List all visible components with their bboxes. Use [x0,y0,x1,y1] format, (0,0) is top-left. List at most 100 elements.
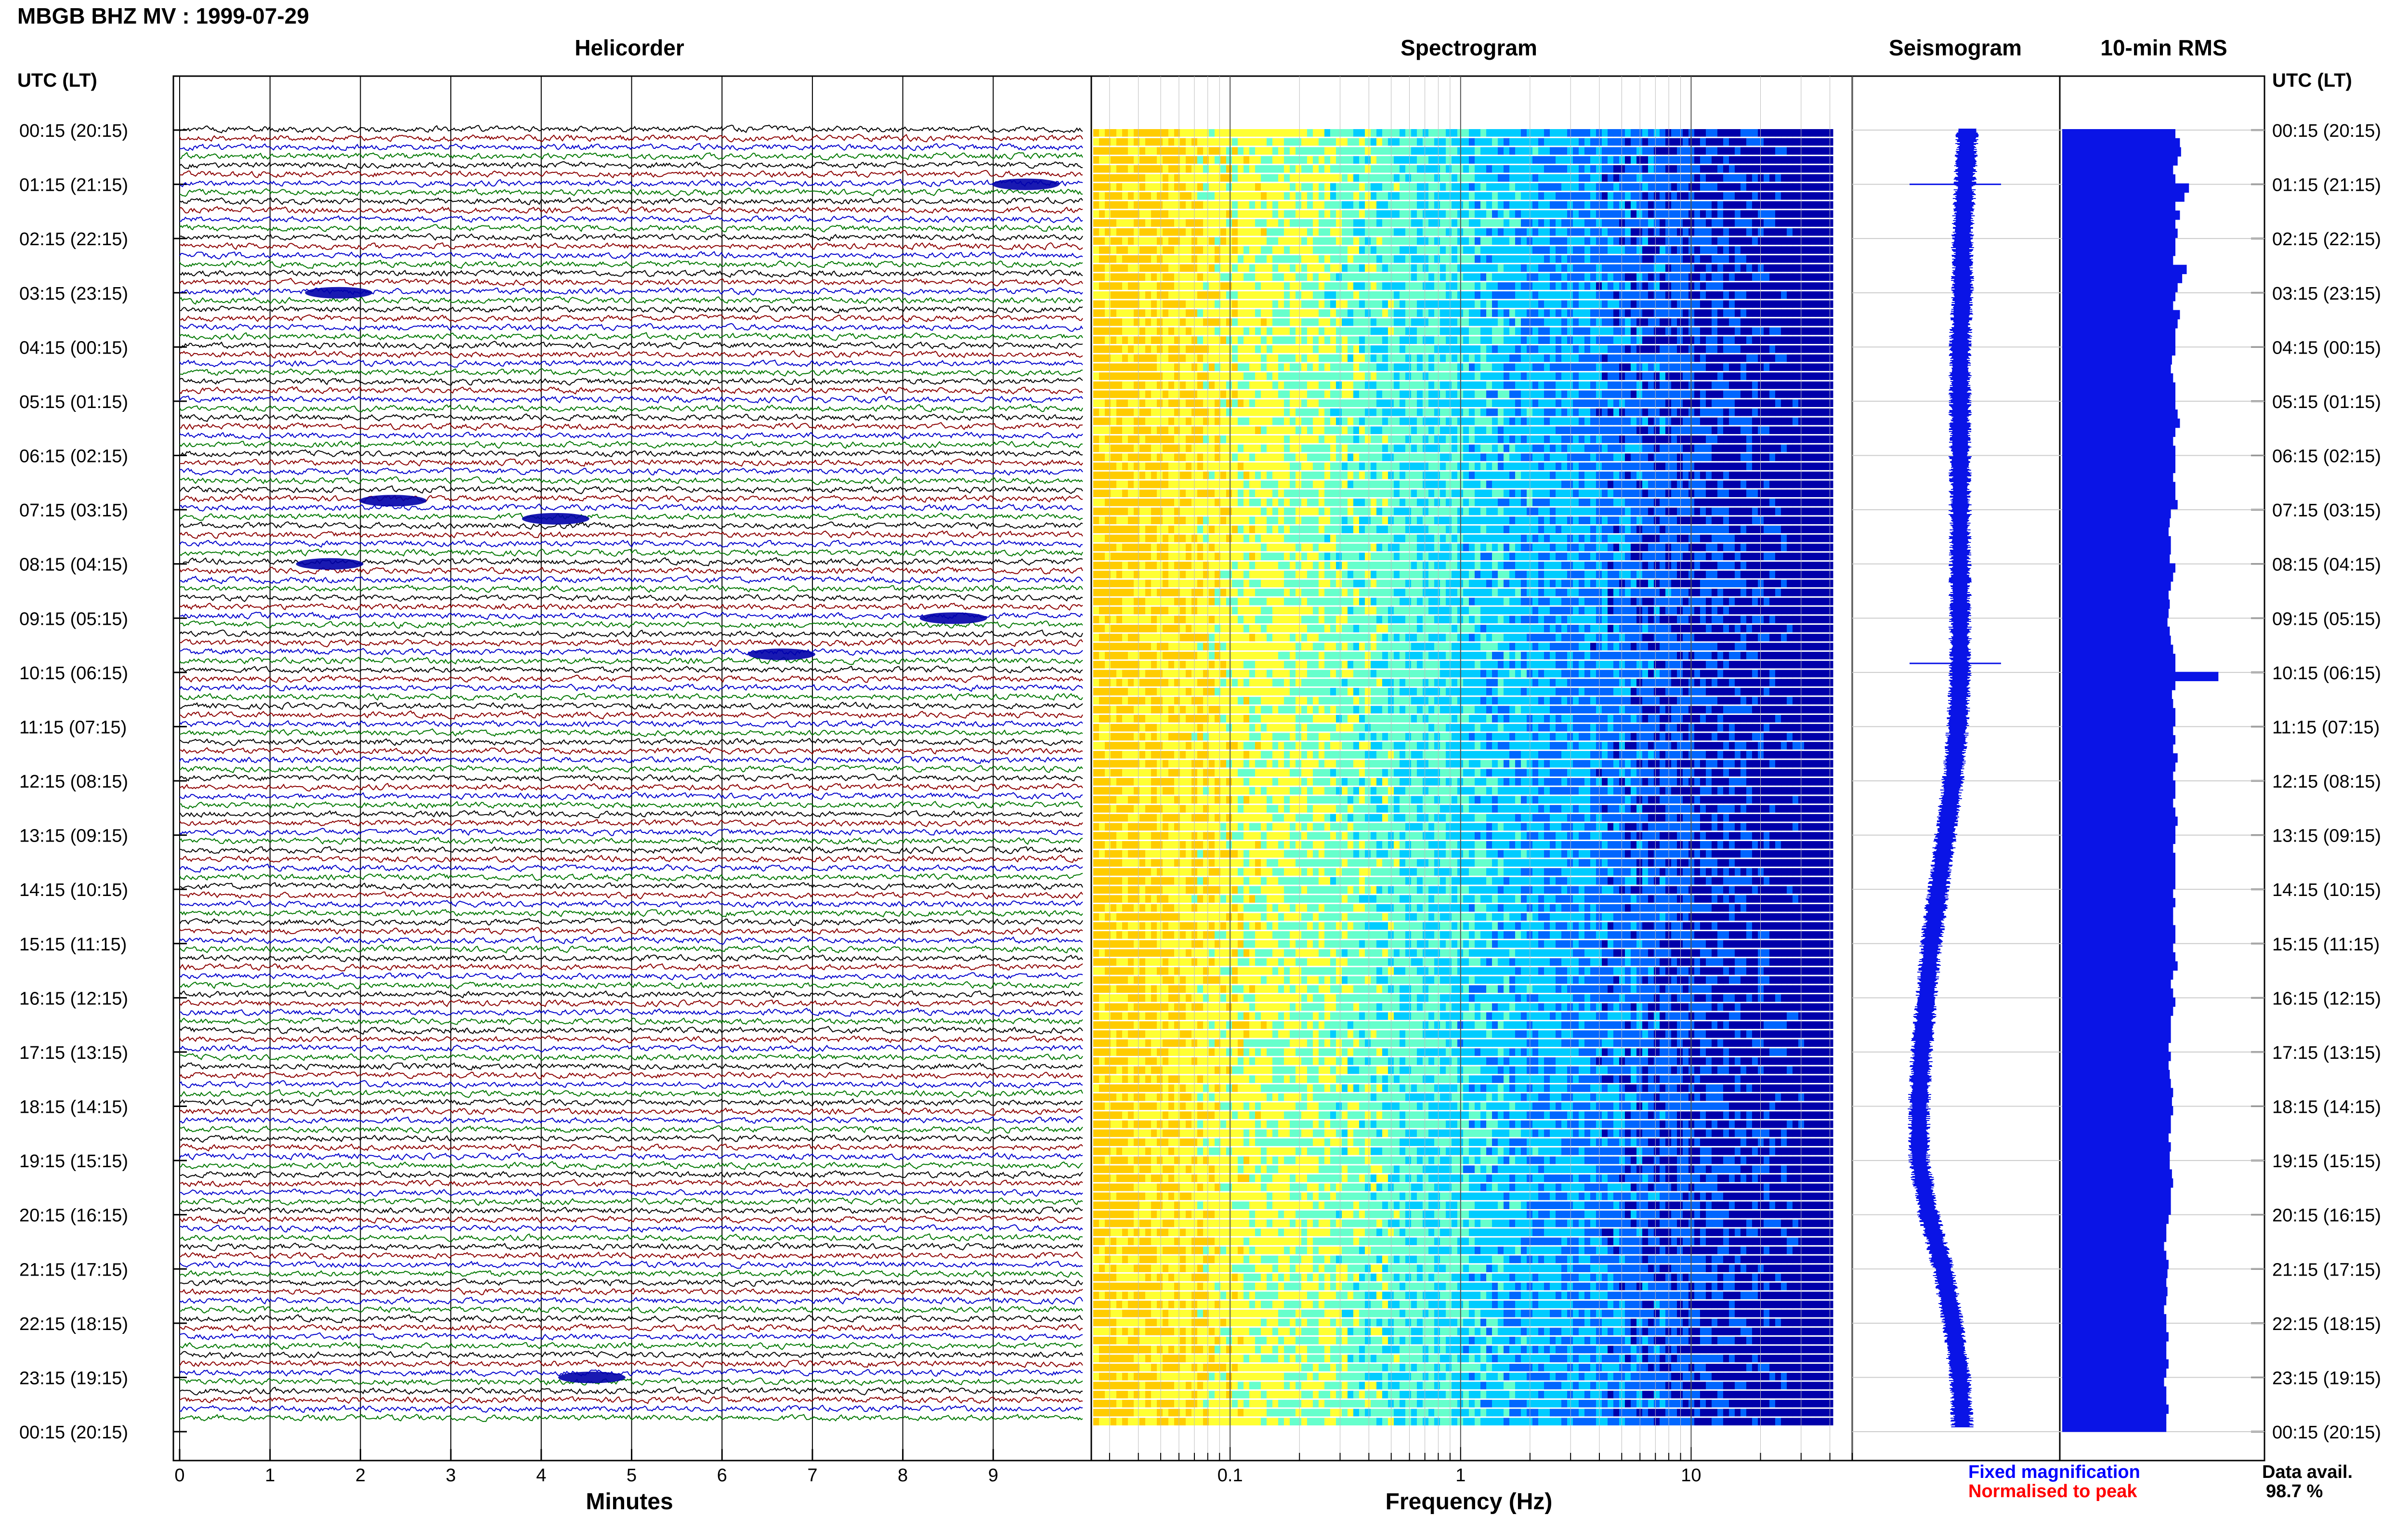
spectrogram-cell [1769,318,1776,326]
spectrogram-cell [1590,210,1597,218]
spectrogram-cell [1636,391,1643,398]
spectrogram-cell [1342,318,1348,326]
spectrogram-cell [1220,282,1227,290]
spectrogram-cell [1567,219,1573,227]
spectrogram-cell [1509,355,1516,362]
spectrogram-cell [1752,318,1758,326]
spectrogram-cell [1411,147,1417,155]
spectrogram-cell [1428,246,1435,254]
spectrogram-cell [1400,129,1406,137]
spectrogram-cell [1509,138,1516,146]
spectrogram-cell [1353,426,1360,434]
spectrogram-cell [1238,183,1244,191]
spectrogram-cell [1527,210,1533,218]
spectrogram-cell [1342,372,1348,380]
spectrogram-cell [1556,363,1562,371]
spectrogram-cell [1717,372,1724,380]
spectrogram-cell [1434,201,1440,209]
spectrogram-cell [1509,408,1516,416]
spectrogram-cell [1093,219,1099,227]
spectrogram-cell [1423,228,1429,236]
spectrogram-cell [1746,318,1753,326]
spectrogram-cell [1348,255,1354,263]
spectrogram-cell [1400,282,1406,290]
spectrogram-cell [1729,291,1735,299]
spectrogram-cell [1174,291,1180,299]
spectrogram-cell [1584,192,1591,200]
spectrogram-cell [1145,264,1152,272]
spectrogram-cell [1590,201,1597,209]
spectrogram-cell [1532,328,1539,335]
spectrogram-cell [1099,435,1105,443]
spectrogram-cell [1804,246,1810,254]
spectrogram-cell [1561,345,1568,353]
spectrogram-cell [1261,454,1267,461]
spectrogram-cell [1371,165,1377,173]
spectrogram-cell [1232,264,1238,272]
spectrogram-cell [1139,147,1146,155]
spectrogram-cell [1463,363,1469,371]
spectrogram-cell [1168,228,1175,236]
spectrogram-cell [1168,454,1175,461]
spectrogram-cell [1151,192,1157,200]
spectrogram-cell [1480,454,1487,461]
spectrogram-cell [1619,300,1625,308]
spectrogram-cell [1116,201,1123,209]
spectrogram-cell [1504,391,1510,398]
spectrogram-cell [1255,445,1261,452]
spectrogram-cell [1307,300,1313,308]
spectrogram-cell [1769,273,1776,281]
spectrogram-cell [1446,183,1452,191]
spectrogram-cell [1440,147,1446,155]
spectrogram-cell [1313,454,1319,461]
spectrogram-cell [1746,138,1753,146]
spectrogram-cell [1509,454,1516,461]
spectrogram-cell [1405,219,1412,227]
spectrogram-cell [1706,328,1712,335]
spectrogram-cell [1428,237,1435,245]
spectrogram-cell [1700,138,1706,146]
spectrogram-cell [1232,147,1238,155]
spectrogram-cell [1584,426,1591,434]
spectrogram-cell [1498,183,1504,191]
time-tick-label-right: 12:15 (08:15) [2272,772,2381,792]
spectrogram-cell [1313,382,1319,389]
spectrogram-cell [1411,228,1417,236]
spectrogram-cell [1804,363,1810,371]
spectrogram-cell [1544,454,1550,461]
spectrogram-cell [1527,237,1533,245]
spectrogram-cell [1093,382,1099,389]
spectrogram-cell [1469,246,1475,254]
spectrogram-cell [1324,174,1331,182]
spectrogram-cell [1515,309,1521,317]
spectrogram-cell [1203,445,1209,452]
spectrogram-cell [1342,300,1348,308]
spectrogram-cell [1596,372,1602,380]
spectrogram-cell [1428,355,1435,362]
spectrogram-cell [1151,183,1157,191]
spectrogram-cell [1706,183,1712,191]
spectrogram-cell [1475,328,1481,335]
spectrogram-cell [1099,399,1105,407]
spectrogram-cell [1527,382,1533,389]
spectrogram-cell [1440,129,1446,137]
spectrogram-cell [1544,408,1550,416]
spectrogram-cell [1486,418,1492,425]
spectrogram-cell [1584,345,1591,353]
spectrogram-cell [1706,138,1712,146]
spectrogram-cell [1267,291,1273,299]
spectrogram-cell [1423,345,1429,353]
spectrogram-cell [1463,201,1469,209]
spectrogram-cell [1527,445,1533,452]
spectrogram-cell [1336,355,1342,362]
spectrogram-cell [1584,291,1591,299]
spectrogram-cell [1382,454,1388,461]
spectrogram-cell [1827,129,1833,137]
spectrogram-cell [1648,210,1654,218]
spectrogram-cell [1197,345,1204,353]
spectrogram-cell [1151,138,1157,146]
spectrogram-cell [1301,300,1308,308]
spectrogram-cell [1434,435,1440,443]
spectrogram-cell [1336,156,1342,164]
spectrogram-cell [1336,246,1342,254]
